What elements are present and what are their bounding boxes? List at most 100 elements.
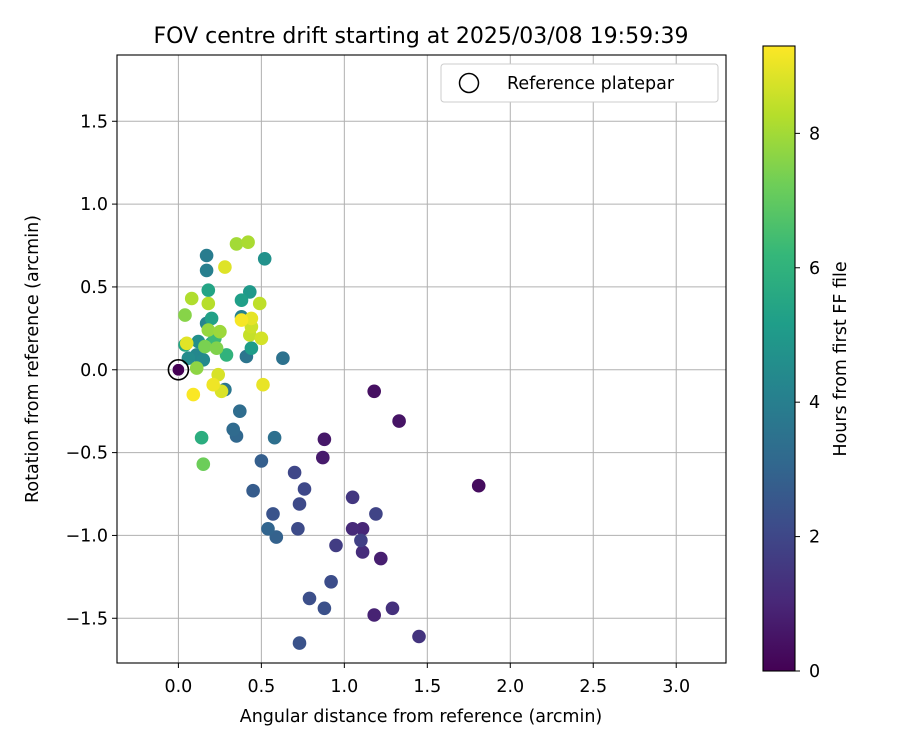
legend-marker-icon xyxy=(458,72,480,94)
data-point xyxy=(219,348,234,362)
data-point xyxy=(254,454,269,468)
data-point xyxy=(267,430,282,445)
data-point xyxy=(201,296,216,311)
data-point xyxy=(234,313,249,327)
reference-marker xyxy=(167,358,190,381)
data-point xyxy=(471,478,486,493)
data-point xyxy=(199,248,214,263)
chart-title: FOV centre drift starting at 2025/03/08 … xyxy=(154,24,689,49)
colorbar-gradient xyxy=(762,45,796,672)
data-point xyxy=(367,384,382,399)
data-point xyxy=(243,285,257,299)
data-point xyxy=(292,636,307,650)
y-tick-label: −0.5 xyxy=(66,444,109,464)
data-point xyxy=(316,450,330,465)
data-point xyxy=(234,293,249,308)
colorbar-tick-label: 0 xyxy=(809,662,820,682)
data-point xyxy=(229,237,244,251)
y-tick-label: 0.5 xyxy=(80,278,108,298)
data-point xyxy=(252,296,267,311)
data-point xyxy=(189,361,204,375)
y-tick-label: 0.0 xyxy=(80,361,108,381)
data-point xyxy=(276,351,290,366)
colorbar-tick-label: 2 xyxy=(809,528,820,548)
x-axis-label: Angular distance from reference (arcmin) xyxy=(240,707,603,727)
data-point xyxy=(329,538,343,553)
data-point xyxy=(266,507,280,521)
data-point xyxy=(194,430,209,445)
data-point xyxy=(317,432,332,447)
data-point xyxy=(345,522,360,536)
data-point xyxy=(196,457,211,472)
data-point xyxy=(256,377,270,392)
data-point xyxy=(226,422,240,437)
data-point xyxy=(261,522,275,536)
data-point xyxy=(355,545,370,559)
x-tick-label: 3.0 xyxy=(662,677,690,697)
legend-box xyxy=(440,63,719,103)
x-tick-label: 2.5 xyxy=(579,677,607,697)
data-point xyxy=(199,263,214,278)
data-point xyxy=(186,387,201,402)
data-point xyxy=(317,601,332,616)
data-point xyxy=(209,341,224,356)
data-points xyxy=(178,235,486,650)
data-point xyxy=(367,608,382,622)
data-point xyxy=(354,533,368,548)
data-point xyxy=(201,323,216,337)
data-point xyxy=(374,551,388,566)
x-axis-ticks: 0.0 0.5 1.0 1.5 2.0 2.5 3.0 xyxy=(164,663,690,697)
data-point xyxy=(269,530,284,544)
y-tick-label: −1.0 xyxy=(66,526,109,546)
data-point xyxy=(385,601,400,616)
data-point xyxy=(257,251,272,266)
data-point xyxy=(246,483,260,498)
colorbar-tick-label: 4 xyxy=(809,393,820,413)
data-point xyxy=(302,591,317,606)
data-point xyxy=(179,336,194,351)
data-point xyxy=(292,497,307,511)
x-tick-label: 1.5 xyxy=(413,677,441,697)
data-point xyxy=(297,482,312,496)
colorbar-tick-label: 8 xyxy=(809,124,820,144)
x-tick-label: 0.0 xyxy=(164,677,192,697)
plot-frame xyxy=(116,54,727,664)
data-point xyxy=(244,341,259,356)
y-tick-label: 1.0 xyxy=(80,195,108,215)
data-point xyxy=(412,629,426,644)
reference-point-ring xyxy=(167,358,190,381)
legend: Reference platepar xyxy=(440,63,719,103)
data-point xyxy=(392,414,406,428)
legend-label: Reference platepar xyxy=(507,74,675,94)
data-point xyxy=(206,377,220,392)
data-point xyxy=(324,575,338,589)
y-tick-label: 1.5 xyxy=(80,112,108,132)
data-point xyxy=(241,235,255,249)
data-point xyxy=(287,465,302,480)
data-point xyxy=(213,324,227,339)
y-tick-label: −1.5 xyxy=(66,609,109,629)
data-point xyxy=(178,308,192,322)
x-tick-label: 1.0 xyxy=(330,677,358,697)
y-axis-label: Rotation from reference (arcmin) xyxy=(23,215,43,503)
x-tick-label: 2.0 xyxy=(496,677,524,697)
colorbar: 0 2 4 6 8 Hours from first FF file xyxy=(762,45,851,682)
colorbar-tick-label: 6 xyxy=(809,259,820,279)
data-point xyxy=(369,507,383,521)
data-point xyxy=(218,260,232,274)
data-point xyxy=(345,490,360,505)
data-point xyxy=(291,522,305,536)
data-point xyxy=(254,331,269,346)
data-point xyxy=(233,404,247,419)
data-point xyxy=(355,522,370,536)
data-point xyxy=(198,339,212,354)
colorbar-label: Hours from first FF file xyxy=(831,261,851,456)
colorbar-ticks: 0 2 4 6 8 xyxy=(795,124,820,682)
y-axis-ticks: −1.5 −1.0 −0.5 0.0 0.5 1.0 1.5 xyxy=(66,112,117,629)
data-point xyxy=(184,291,199,306)
data-point xyxy=(204,311,219,326)
reference-point-core xyxy=(171,362,186,377)
data-point xyxy=(201,283,216,298)
